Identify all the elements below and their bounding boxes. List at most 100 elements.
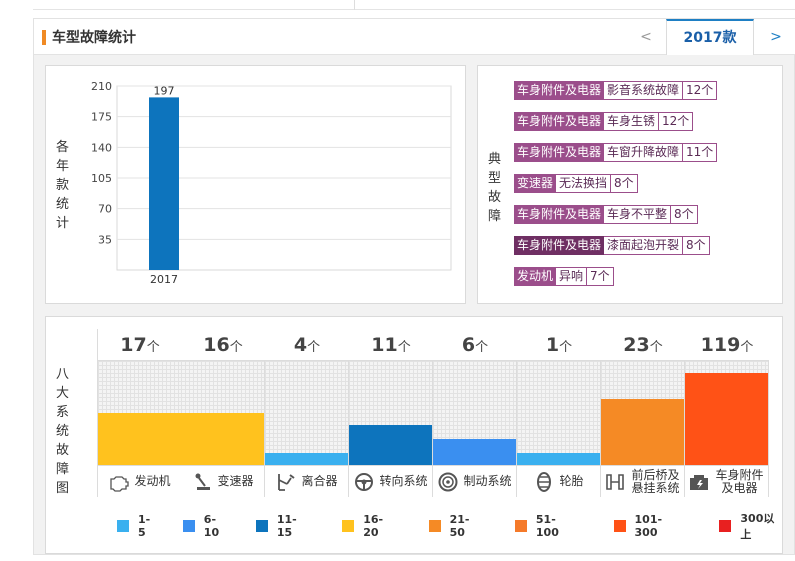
suspension-icon: [604, 472, 626, 492]
system-label[interactable]: 离合器: [265, 465, 348, 497]
system-name: 车身附件及电器: [715, 467, 764, 495]
fault-category: 发动机: [514, 267, 557, 286]
fault-item[interactable]: 车身附件及电器 漆面起泡开裂 8个: [514, 236, 710, 255]
fault-category: 车身附件及电器: [514, 81, 605, 100]
fault-item[interactable]: 车身附件及电器 影音系统故障 12个: [514, 81, 718, 100]
system-count-value: 17: [120, 334, 147, 356]
system-count-unit: 个: [229, 340, 243, 355]
legend-label: 300以上: [740, 512, 775, 541]
system-bar[interactable]: [98, 413, 181, 465]
fault-name: 异响: [556, 267, 588, 286]
system-name: 转向系统: [379, 474, 428, 488]
clutch-pedal-icon: [275, 472, 297, 492]
legend-label: 6-10: [203, 513, 220, 539]
system-count: 6个: [433, 329, 517, 361]
fault-stats-panel: 车型故障统计 < 2017款 > 各年款统计 35 70 105 140 175 210 1…: [33, 18, 795, 555]
systems-box: 八大系统故障图 17个 发动机 16个 变速器 4个 离合器 11个 转向系统 6个 制动系统 1个…: [45, 316, 783, 554]
system-count-unit: 个: [649, 340, 663, 355]
fault-count: 12个: [659, 112, 694, 131]
system-grid: [517, 361, 600, 465]
system-label[interactable]: 转向系统: [349, 465, 432, 497]
system-label[interactable]: 轮胎: [517, 465, 600, 497]
fault-item[interactable]: 车身附件及电器 车窗升降故障 11个: [514, 143, 718, 162]
fault-count: 8个: [611, 174, 638, 193]
legend-item: 300以上: [719, 512, 782, 541]
fault-name: 无法换挡: [556, 174, 612, 193]
system-count-value: 11: [371, 334, 398, 356]
system-count-value: 23: [623, 334, 650, 356]
page-title: 车型故障统计: [52, 30, 136, 46]
system-column: 11个 转向系统: [349, 329, 433, 497]
legend-label: 1-5: [138, 513, 151, 539]
legend-swatch: [613, 520, 626, 532]
system-bar[interactable]: [349, 425, 432, 465]
fault-item[interactable]: 发动机 异响 7个: [514, 267, 614, 286]
top-strip: [33, 0, 795, 10]
bar[interactable]: [149, 97, 179, 270]
legend-label: 11-15: [276, 513, 297, 539]
system-name: 发动机: [134, 474, 171, 488]
engine-icon: [108, 472, 130, 492]
system-name: 变速器: [217, 474, 254, 488]
legend-swatch: [182, 520, 195, 532]
system-bar[interactable]: [685, 373, 768, 465]
system-label[interactable]: 发动机: [98, 465, 181, 497]
fault-count: 12个: [683, 81, 718, 100]
system-column: 4个离合器: [265, 329, 349, 497]
fault-count: 8个: [683, 236, 710, 255]
system-label[interactable]: 变速器: [181, 465, 264, 497]
system-label[interactable]: 车身附件及电器: [685, 465, 768, 497]
next-year-button[interactable]: >: [770, 29, 782, 45]
system-bar[interactable]: [433, 439, 516, 465]
system-column: 23个前后桥及悬挂系统: [601, 329, 685, 497]
prev-year-button[interactable]: <: [640, 29, 652, 45]
fault-count: 7个: [587, 267, 614, 286]
legend-swatch: [428, 520, 441, 532]
system-label[interactable]: 前后桥及悬挂系统: [601, 465, 684, 497]
year-chart-box: 各年款统计 35 70 105 140 175 210 197 2017: [45, 65, 466, 304]
fault-category: 车身附件及电器: [514, 205, 605, 224]
system-count: 119个: [685, 329, 769, 361]
system-label[interactable]: 制动系统: [433, 465, 516, 497]
fault-category: 车身附件及电器: [514, 236, 605, 255]
legend-swatch: [255, 520, 268, 532]
year-chart-ylabel: 各年款统计: [56, 140, 70, 231]
system-name: 制动系统: [463, 474, 512, 488]
fault-item[interactable]: 变速器 无法换挡 8个: [514, 174, 638, 193]
legend-swatch: [719, 520, 732, 532]
y-tick-label: 140: [91, 141, 112, 154]
bar-value-label: 197: [154, 84, 175, 97]
system-count-unit: 个: [146, 340, 160, 355]
system-bar[interactable]: [517, 453, 600, 465]
system-grid: [265, 361, 348, 465]
fault-count: 11个: [683, 143, 718, 162]
system-column: 1个轮胎: [517, 329, 601, 497]
legend-label: 51-100: [535, 513, 559, 539]
legend-swatch: [342, 520, 355, 532]
system-column: 17个发动机: [97, 329, 182, 497]
system-count-unit: 个: [559, 340, 573, 355]
fault-item[interactable]: 车身附件及电器 车身不平整 8个: [514, 205, 698, 224]
system-column: 119个车身附件及电器: [685, 329, 769, 497]
system-count-value: 6: [461, 334, 476, 356]
system-count: 1个: [517, 329, 601, 361]
fault-item[interactable]: 车身附件及电器 车身生锈 12个: [514, 112, 694, 131]
fault-count: 8个: [671, 205, 698, 224]
tab-year-2017[interactable]: 2017款: [666, 19, 754, 55]
system-bar[interactable]: [601, 399, 684, 465]
system-name: 前后桥及悬挂系统: [631, 467, 680, 495]
fault-category: 车身附件及电器: [514, 112, 605, 131]
legend-item: 21-50: [428, 513, 482, 539]
divider: [354, 0, 355, 10]
legend: 1-5 6-10 11-15 16-20 21-50 51-100 101-300 300以上: [117, 512, 782, 541]
legend-swatch: [117, 520, 129, 532]
system-bar[interactable]: [265, 453, 348, 465]
y-tick-label: 210: [91, 80, 112, 93]
x-tick-label: 2017: [150, 273, 178, 286]
system-bar[interactable]: [181, 413, 264, 465]
systems-chart: 17个 发动机 16个 变速器 4个 离合器 11个 转向系统 6个 制动系统 1个 轮胎 23个 前后桥…: [97, 329, 769, 497]
y-tick-label: 35: [98, 233, 112, 246]
fault-name: 漆面起泡开裂: [604, 236, 684, 255]
system-count: 4个: [265, 329, 349, 361]
fault-name: 车窗升降故障: [604, 143, 684, 162]
